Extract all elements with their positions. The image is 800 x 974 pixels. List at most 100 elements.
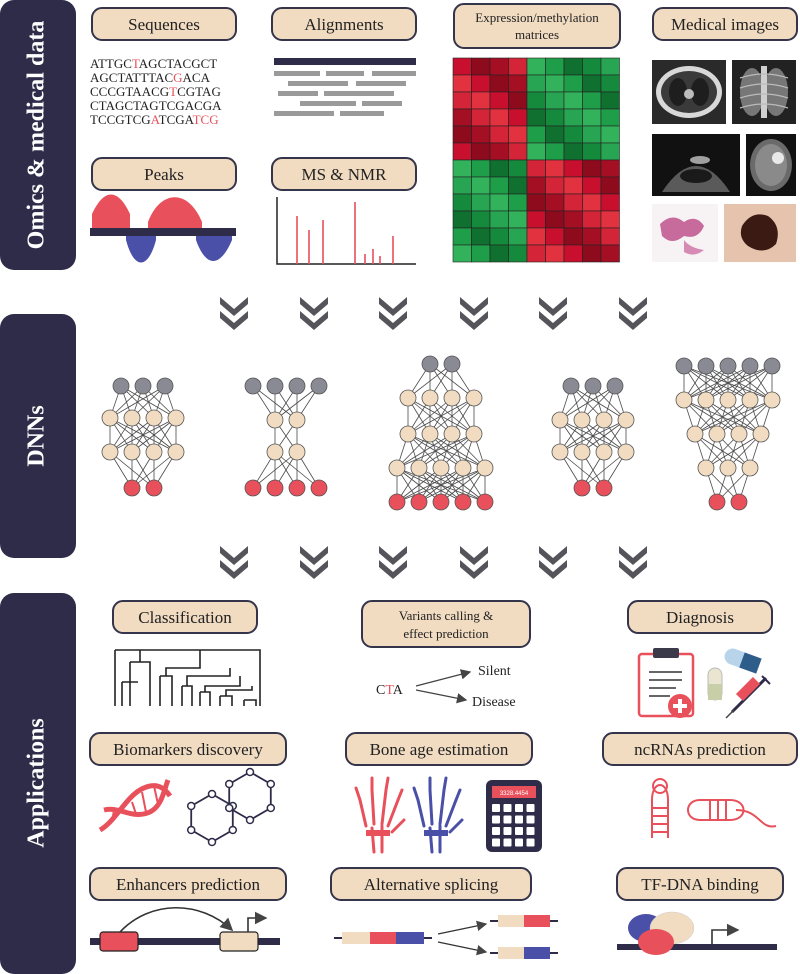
medical-image-ultrasound [652,134,740,196]
heatmap-cell [600,159,620,178]
sequence-text-block: ATTGCTAGCTACGCTAGCTATTTACGACACCCGTAACGTC… [90,56,222,127]
calculator-key [526,815,535,824]
network-node [134,377,152,395]
heatmap-cell [471,176,491,195]
outcome-silent: Silent [478,664,511,679]
heatmap-cell [489,176,509,195]
svg-text:Diagnosis: Diagnosis [666,608,734,627]
heatmap-cell [582,244,602,263]
pill-matrices: Expression/methylation matrices [453,3,621,49]
network-node [123,443,141,461]
heatmap-cell [545,244,565,263]
heatmap-cell [582,74,602,93]
sequence-line: CCCGTAACGTCGTAG [90,84,221,99]
network-node [145,409,163,427]
network-node [562,377,580,395]
svg-text:Alignments: Alignments [304,15,383,34]
network-node [606,377,624,395]
neural-network-icon [675,357,781,511]
sequence-line: TCCGTCGATCGATCG [90,112,219,127]
heatmap-cell [508,244,528,263]
section-band-applications: Applications [0,593,76,974]
heatmap-cell [489,125,509,144]
pill-enhancers: Enhancers prediction [89,867,287,901]
heatmap-cell [489,74,509,93]
heatmap-cell [452,57,472,76]
heatmap-cell [471,210,491,229]
heatmap-cell [600,108,620,127]
heatmap-cell [545,193,565,212]
network-node [551,443,569,461]
network-node [697,391,715,409]
heatmap-cell [526,108,546,127]
network-node [399,425,417,443]
svg-text:effect prediction: effect prediction [403,626,489,641]
heatmap-cell [526,57,546,76]
section-title-omics: Omics & medical data [24,21,50,250]
heatmap-cell [600,193,620,212]
network-node [752,425,770,443]
heatmap-cell [600,244,620,263]
chevron-down-icon [539,297,567,330]
network-node [708,425,726,443]
heatmap-cell [545,91,565,110]
expression-heatmap [452,57,620,263]
heatmap-cell [526,227,546,246]
heatmap-cell [563,57,583,76]
calculator-key [492,838,500,847]
pill-peaks: Peaks [91,157,237,191]
peaks-icon [90,194,236,263]
heatmap-cell [471,227,491,246]
variant-effect-diagram: CTA Silent Disease [376,664,516,710]
calculator-key [503,838,512,847]
network-node [454,459,472,477]
alignment-reads-icon [274,58,416,116]
heatmap-cell [452,108,472,127]
dnn-architectures [101,355,781,511]
syringe-icon [725,675,771,719]
clipboard-icon [637,648,695,718]
heatmap-cell [452,159,472,178]
network-node [244,479,262,497]
network-node [595,411,613,429]
heatmap-cell [563,159,583,178]
heatmap-cell [526,176,546,195]
heatmap-cell [563,244,583,263]
network-node [454,493,472,511]
heatmap-cell [526,193,546,212]
network-node [421,355,439,373]
heatmap-cell [563,210,583,229]
heatmap-cell [452,244,472,263]
chevron-down-icon [300,546,328,579]
network-node [675,391,693,409]
heatmap-cell [508,159,528,178]
heatmap-cell [545,176,565,195]
network-node [432,493,450,511]
network-node [399,389,417,407]
network-node [310,377,328,395]
ms-spectrum-icon [276,197,416,265]
network-node [719,459,737,477]
heatmap-cell [582,159,602,178]
network-node [410,493,428,511]
pill-bone-age: Bone age estimation [345,732,533,766]
network-node [551,411,569,429]
network-node [266,411,284,429]
heatmap-cell [508,210,528,229]
heatmap-cell [545,142,565,161]
network-node [443,355,461,373]
pill-alignments: Alignments [271,7,417,41]
network-node [719,391,737,409]
heatmap-cell [452,125,472,144]
heatmap-cell [545,210,565,229]
svg-text:TF-DNA binding: TF-DNA binding [641,875,759,894]
dna-helix-icon [98,779,173,833]
svg-text:3328.4454: 3328.4454 [500,791,529,797]
heatmap-cell [452,142,472,161]
network-node [388,493,406,511]
section-title-dnns: DNNs [24,405,50,466]
network-node [112,377,130,395]
heatmap-cell [600,125,620,144]
calculator-key [492,827,500,835]
neural-network-icon [244,377,328,497]
